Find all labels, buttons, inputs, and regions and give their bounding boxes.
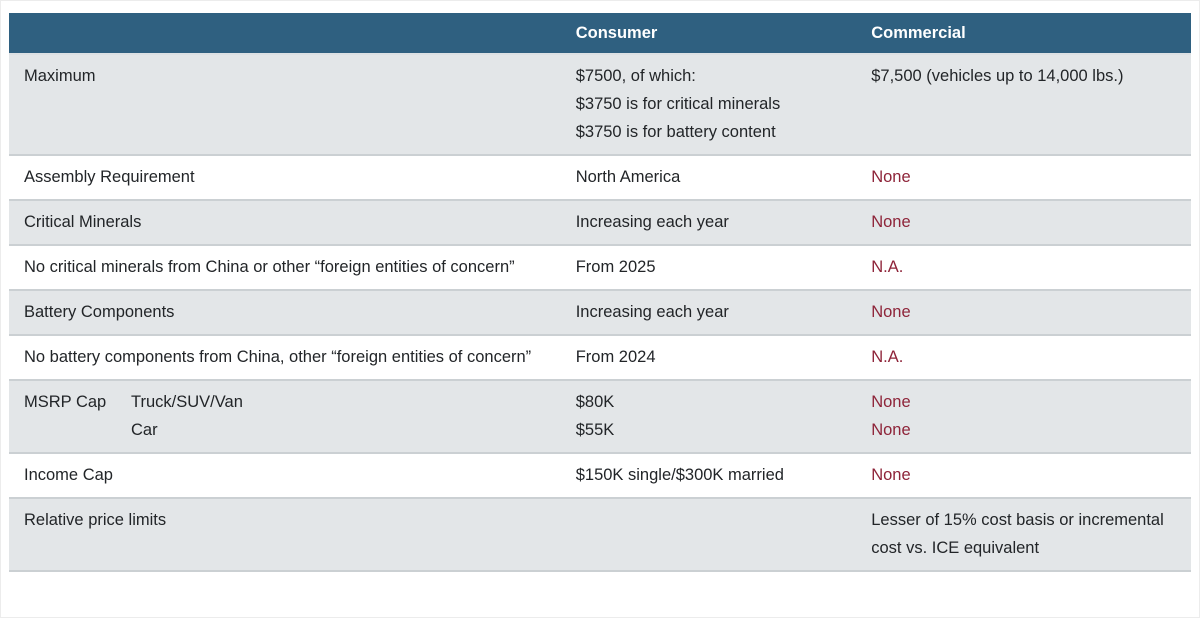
consumer-cell: From 2025 [565, 244, 862, 290]
consumer-cell: $7500, of which: $3750 is for critical mi… [565, 53, 862, 155]
consumer-value: $80K [575, 393, 615, 411]
consumer-cell: Increasing each year [565, 199, 862, 245]
commercial-value: None [871, 466, 911, 484]
row-label-group: MSRP Cap Truck/SUV/Van Car [24, 388, 556, 444]
commercial-value: None [871, 393, 911, 411]
commercial-cell: None [861, 452, 1191, 498]
table-row: Critical Minerals Increasing each year Non… [9, 199, 1191, 245]
commercial-cell: None None [861, 379, 1191, 453]
commercial-value: None [871, 168, 911, 186]
row-label: Critical Minerals [24, 213, 142, 231]
consumer-value: $7500, of which: [575, 67, 696, 85]
row-label: Income Cap [24, 466, 113, 484]
row-label: Battery Components [24, 303, 175, 321]
consumer-cell [565, 497, 862, 572]
table-row: Relative price limits Lesser of 15% cost … [9, 497, 1191, 572]
commercial-value: $7,500 (vehicles up to 14,000 lbs.) [871, 67, 1124, 85]
consumer-cell: $80K $55K [565, 379, 862, 453]
commercial-value: N.A. [871, 348, 904, 366]
consumer-cell: Increasing each year [565, 289, 862, 335]
row-label-cell: Battery Components [9, 289, 566, 335]
consumer-value: $3750 is for battery content [575, 123, 776, 141]
commercial-cell: None [861, 199, 1191, 245]
commercial-value: N.A. [871, 258, 904, 276]
consumer-cell: $150K single/$300K married [565, 452, 862, 498]
consumer-cell: From 2024 [565, 334, 862, 380]
commercial-cell: Lesser of 15% cost basis or incremental … [861, 497, 1191, 572]
commercial-cell: N.A. [861, 244, 1191, 290]
consumer-value: $150K single/$300K married [575, 466, 784, 484]
commercial-cell: $7,500 (vehicles up to 14,000 lbs.) [861, 53, 1191, 155]
column-header-commercial: Commercial [861, 13, 1191, 54]
consumer-cell: North America [565, 154, 862, 200]
row-label: Maximum [24, 67, 96, 85]
row-label: No critical minerals from China or other… [24, 258, 515, 276]
table-row: No critical minerals from China or other… [9, 244, 1191, 290]
consumer-value: North America [575, 168, 681, 186]
column-header-label [9, 13, 566, 54]
table-header: Consumer Commercial [9, 13, 1191, 54]
row-label-cell: Assembly Requirement [9, 154, 566, 200]
consumer-value: From 2025 [575, 258, 656, 276]
row-sublabels: Truck/SUV/Van Car [131, 388, 243, 444]
row-label-cell: No battery components from China, other … [9, 334, 566, 380]
consumer-value: $55K [575, 421, 615, 439]
commercial-value: None [871, 421, 911, 439]
row-label-cell: Relative price limits [9, 497, 566, 572]
commercial-cell: None [861, 289, 1191, 335]
commercial-value: None [871, 213, 911, 231]
table-row: MSRP Cap Truck/SUV/Van Car $80K $55K None None [9, 379, 1191, 453]
consumer-value: $3750 is for critical minerals [575, 95, 781, 113]
comparison-table: Consumer Commercial Maximum $7500, of whic… [9, 13, 1191, 572]
row-sublabel: Car [131, 421, 158, 439]
row-label: Assembly Requirement [24, 168, 195, 186]
row-label: No battery components from China, other … [24, 348, 532, 366]
table-row: Battery Components Increasing each year No… [9, 289, 1191, 335]
consumer-value: Increasing each year [575, 213, 729, 231]
commercial-cell: N.A. [861, 334, 1191, 380]
commercial-cell: None [861, 154, 1191, 200]
row-label-cell: Income Cap [9, 452, 566, 498]
row-label-cell: Critical Minerals [9, 199, 566, 245]
row-label: Relative price limits [24, 511, 167, 529]
row-label: MSRP Cap [24, 393, 107, 411]
consumer-value: From 2024 [575, 348, 656, 366]
commercial-value: Lesser of 15% cost basis or incremental … [871, 511, 1164, 557]
commercial-value: None [871, 303, 911, 321]
header-row: Consumer Commercial [9, 13, 1191, 54]
table-body: Maximum $7500, of which: $3750 is for crit… [9, 53, 1191, 572]
row-label-cell: MSRP Cap Truck/SUV/Van Car [9, 379, 566, 453]
table-row: Assembly Requirement North America None [9, 154, 1191, 200]
table-row: Maximum $7500, of which: $3750 is for crit… [9, 53, 1191, 155]
table-row: No battery components from China, other … [9, 334, 1191, 380]
row-label-cell: Maximum [9, 53, 566, 155]
row-label-cell: No critical minerals from China or other… [9, 244, 566, 290]
row-sublabel: Truck/SUV/Van [131, 393, 243, 411]
column-header-consumer: Consumer [565, 13, 862, 54]
consumer-value: Increasing each year [575, 303, 729, 321]
table-row: Income Cap $150K single/$300K married None [9, 452, 1191, 498]
